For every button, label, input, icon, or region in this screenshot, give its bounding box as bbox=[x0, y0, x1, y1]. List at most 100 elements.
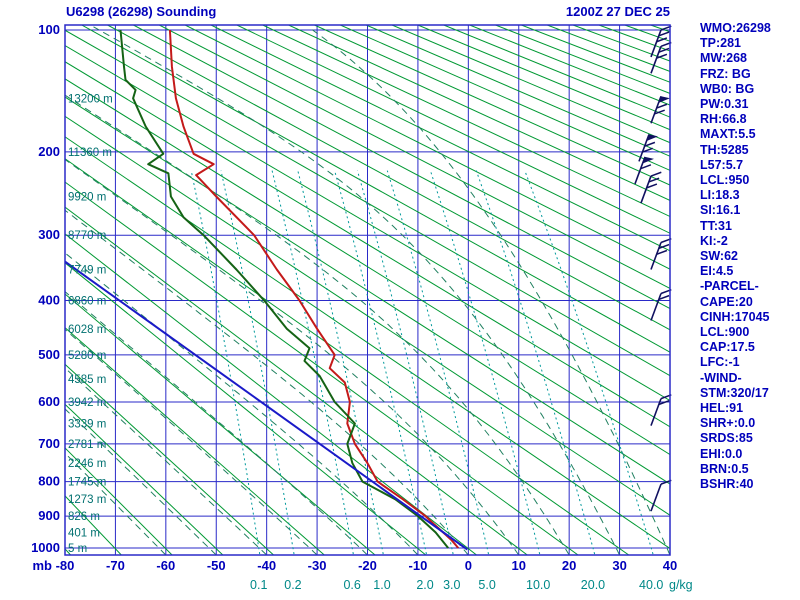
plot-border bbox=[64, 24, 671, 556]
parameter-line: HEL:91 bbox=[700, 401, 744, 416]
parameter-line: SRDS:85 bbox=[700, 431, 753, 446]
parameter-line: CINH:17045 bbox=[700, 309, 770, 324]
wind-barb bbox=[650, 25, 672, 58]
sounding-title: U6298 (26298) Sounding bbox=[66, 4, 217, 19]
parameter-line: TT:31 bbox=[700, 218, 732, 233]
temperature-tick-label: 10 bbox=[512, 558, 526, 573]
pressure-tick-label: 200 bbox=[38, 144, 60, 159]
mixing-ratio-label: 2.0 bbox=[416, 578, 433, 592]
mixing-ratio-label: 1.0 bbox=[373, 578, 390, 592]
pressure-tick-label: 800 bbox=[38, 474, 60, 489]
height-label: 11360 m bbox=[68, 147, 112, 159]
parameter-line: WMO:26298 bbox=[700, 21, 771, 35]
temperature-tick-label: -70 bbox=[106, 558, 125, 573]
axis-labels: 100 200 300 400 500 600 700 800 900 1000 mb -80 -70 -… bbox=[31, 22, 693, 592]
mixing-ratio-label: 0.2 bbox=[284, 578, 301, 592]
parameter-line: SW:62 bbox=[700, 249, 738, 264]
parcel_ascent-trace bbox=[65, 260, 468, 551]
mixing-ratio-label: 40.0 bbox=[639, 578, 663, 592]
mixing-ratio-label: 0.6 bbox=[343, 578, 360, 592]
mixing-ratio-lines bbox=[190, 170, 654, 555]
height-label: 13200 m bbox=[68, 93, 113, 105]
parameter-line: -PARCEL- bbox=[700, 279, 759, 294]
pressure-tick-label: 700 bbox=[38, 436, 60, 451]
height-label: 5280 m bbox=[68, 350, 106, 362]
parameters-panel: WMO:26298 TP:281 MW:268 FRZ: BG WB0: BG PW:0.… bbox=[700, 21, 771, 492]
parameter-line: SI:16.1 bbox=[700, 203, 741, 218]
mixing-ratio-label: 10.0 bbox=[526, 578, 550, 592]
wind-barb bbox=[650, 95, 670, 124]
temperature-trace bbox=[168, 29, 460, 549]
height-label: 9920 m bbox=[68, 192, 106, 204]
pressure-tick-label: 300 bbox=[38, 227, 60, 242]
temperature-tick-label: 40 bbox=[663, 558, 677, 573]
parameter-line: SHR+:0.0 bbox=[700, 416, 756, 431]
temperature-tick-label: -40 bbox=[257, 558, 276, 573]
height-label: 1745 m bbox=[68, 477, 106, 489]
pressure-tick-label: 400 bbox=[38, 292, 60, 307]
pressure-tick-label: 600 bbox=[38, 394, 60, 409]
parameter-line: RH:66.8 bbox=[700, 112, 747, 127]
mixing-ratio-unit-label: g/kg bbox=[669, 578, 693, 592]
pressure-tick-label: 500 bbox=[38, 347, 60, 362]
height-label: 2246 m bbox=[68, 458, 106, 470]
wind-barb bbox=[638, 134, 658, 162]
height-label: 826 m bbox=[68, 511, 100, 523]
height-label: 401 m bbox=[68, 527, 100, 539]
pressure-tick-label: 1000 bbox=[31, 540, 60, 555]
parameter-line: LCL:950 bbox=[700, 173, 750, 188]
parameter-line: LI:18.3 bbox=[700, 188, 740, 203]
dewpoint-trace bbox=[119, 29, 449, 549]
mixing-ratio-label: 20.0 bbox=[581, 578, 605, 592]
parameter-line: MW:268 bbox=[700, 51, 748, 66]
height-label: 3339 m bbox=[68, 419, 106, 431]
parameter-line: CAP:17.5 bbox=[700, 340, 755, 355]
wind-barb bbox=[634, 156, 654, 185]
parameter-line: EHI:0.0 bbox=[700, 446, 743, 461]
height-label: 3942 m bbox=[68, 397, 106, 409]
parameter-line: BSHR:40 bbox=[700, 477, 754, 492]
height-label: 2781 m bbox=[68, 439, 106, 451]
datetime-label: 1200Z 27 DEC 25 bbox=[565, 4, 670, 19]
wind-barb bbox=[640, 171, 662, 204]
pressure-tick-label: 900 bbox=[38, 508, 60, 523]
wind-barb bbox=[650, 289, 672, 321]
parameter-line: EI:4.5 bbox=[700, 264, 734, 279]
dry-adiabat-lines bbox=[65, 25, 670, 555]
parameter-line: WB0: BG bbox=[700, 81, 755, 96]
temperature-tick-label: -60 bbox=[156, 558, 175, 573]
height-label: 5 m bbox=[68, 543, 87, 555]
height-label: 6860 m bbox=[68, 295, 106, 307]
mixing-ratio-label: 0.1 bbox=[250, 578, 267, 592]
parameter-line: FRZ: BG bbox=[700, 66, 751, 81]
temperature-tick-label: -10 bbox=[409, 558, 428, 573]
height-label: 1273 m bbox=[68, 494, 106, 506]
pressure-tick-label: 100 bbox=[38, 22, 60, 37]
mixing-ratio-label: 5.0 bbox=[478, 578, 495, 592]
parameter-line: TP:281 bbox=[700, 36, 741, 51]
height-label: 4585 m bbox=[68, 374, 106, 386]
height-label: 7749 m bbox=[68, 264, 106, 276]
height-label: 6028 m bbox=[68, 324, 106, 336]
sounding-traces bbox=[65, 29, 468, 551]
pressure-unit-label: mb bbox=[33, 558, 53, 573]
wind-barb bbox=[650, 479, 672, 512]
parameter-line: LCL:900 bbox=[700, 325, 750, 340]
wind-barbs bbox=[634, 25, 672, 512]
wind-barb bbox=[650, 41, 672, 74]
parameter-line: CAPE:20 bbox=[700, 294, 753, 309]
parameter-line: MAXT:5.5 bbox=[700, 127, 756, 142]
parameter-line: TH:5285 bbox=[700, 142, 749, 157]
parameter-line: STM:320/17 bbox=[700, 385, 769, 400]
parameter-line: -WIND- bbox=[700, 370, 742, 385]
temperature-tick-label: -80 bbox=[56, 558, 75, 573]
height-label: 8770 m bbox=[68, 230, 106, 242]
parameter-line: BRN:0.5 bbox=[700, 461, 749, 476]
parameter-line: L57:5.7 bbox=[700, 157, 744, 172]
temperature-tick-label: -50 bbox=[207, 558, 226, 573]
temperature-tick-label: -30 bbox=[308, 558, 327, 573]
temperature-tick-label: 30 bbox=[612, 558, 626, 573]
temperature-tick-label: -20 bbox=[358, 558, 377, 573]
parameter-line: KI:-2 bbox=[700, 233, 728, 248]
